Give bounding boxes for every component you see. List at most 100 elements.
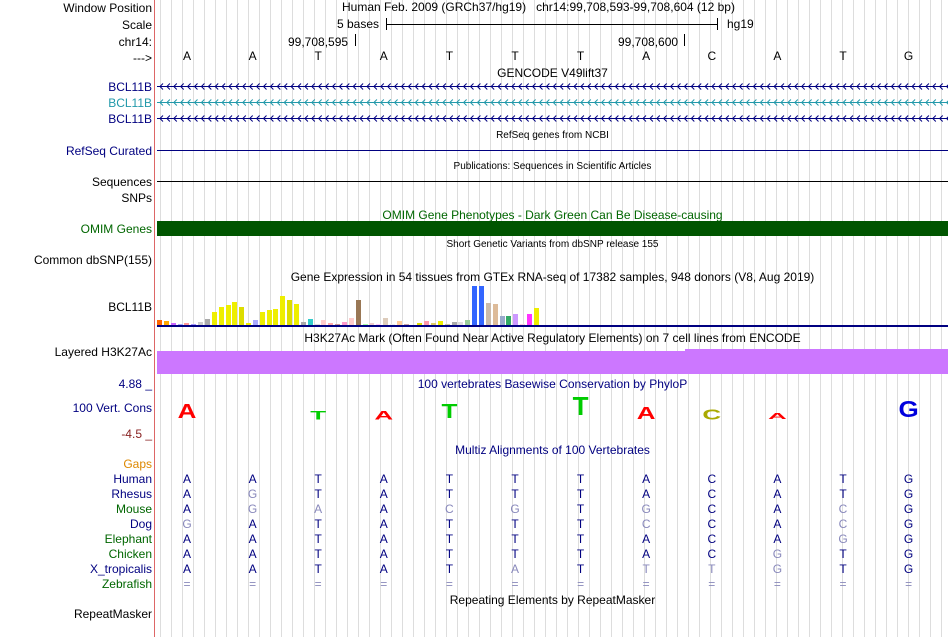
strand-chevron <box>856 115 861 122</box>
species-label[interactable]: Chicken <box>108 547 152 561</box>
species-label[interactable]: Zebrafish <box>101 577 152 591</box>
gencode-item-label-1[interactable]: BCL11B <box>108 80 152 94</box>
gtex-tissue-bar[interactable] <box>239 307 245 326</box>
ref-base: A <box>642 49 651 63</box>
gtex-tissue-bar[interactable] <box>225 305 231 326</box>
gtex-tissue-bar[interactable] <box>307 319 313 326</box>
gtex-tissue-bar[interactable] <box>184 323 190 326</box>
strand-chevron <box>490 115 495 122</box>
gtex-tissue-bar[interactable] <box>348 318 354 326</box>
alignment-base: A <box>379 502 388 516</box>
strand-chevron <box>380 99 385 106</box>
gtex-tissue-bar[interactable] <box>280 296 286 326</box>
strand-chevron <box>794 99 799 106</box>
gtex-tissue-bar[interactable] <box>232 302 238 326</box>
strand-chevron <box>366 83 371 90</box>
h3k27-signal[interactable] <box>157 351 948 374</box>
strand-chevron <box>207 99 212 106</box>
strand-chevron <box>731 99 737 106</box>
gtex-tissue-bar[interactable] <box>266 310 272 326</box>
strand-chevron <box>649 115 654 122</box>
gtex-tissue-bar[interactable] <box>163 321 169 326</box>
gtex-label[interactable]: BCL11B <box>108 300 152 314</box>
gtex-tissue-bar[interactable] <box>328 323 334 326</box>
gtex-tissue-bar[interactable] <box>451 322 457 326</box>
omim-feature-bar[interactable] <box>157 221 948 236</box>
gaps-label[interactable]: Gaps <box>123 457 152 471</box>
gtex-tissue-bar[interactable] <box>157 320 162 326</box>
strand-chevron <box>745 83 750 90</box>
species-label[interactable]: Dog <box>129 517 152 531</box>
species-label[interactable]: Elephant <box>104 532 152 546</box>
gtex-tissue-bar[interactable] <box>396 321 402 326</box>
refseq-gene-line[interactable] <box>157 150 948 151</box>
gtex-tissue-bar[interactable] <box>437 321 443 326</box>
strand-chevron <box>497 99 502 106</box>
gtex-tissue-bar[interactable] <box>383 318 389 326</box>
gencode-gene-1[interactable] <box>157 80 950 93</box>
gtex-bar-chart[interactable] <box>157 284 539 326</box>
gtex-tissue-bar[interactable] <box>246 323 252 326</box>
gtex-tissue-bar[interactable] <box>252 320 258 326</box>
gencode-item-label-2[interactable]: BCL11B <box>108 96 152 110</box>
gtex-tissue-bar[interactable] <box>198 322 204 326</box>
h3k27-label[interactable]: Layered H3K27Ac <box>54 345 152 359</box>
gtex-tissue-bar[interactable] <box>533 308 539 326</box>
gtex-tissue-bar[interactable] <box>431 323 436 326</box>
gtex-tissue-bar[interactable] <box>369 323 375 326</box>
pubs-snps-label[interactable]: SNPs <box>121 191 152 205</box>
gtex-tissue-bar[interactable] <box>273 309 279 326</box>
gencode-gene-2[interactable] <box>157 96 950 109</box>
gtex-tissue-bar[interactable] <box>472 286 478 326</box>
gtex-tissue-bar[interactable] <box>259 312 265 326</box>
refseq-label[interactable]: RefSeq Curated <box>65 144 152 158</box>
gtex-tissue-bar[interactable] <box>513 314 519 326</box>
gtex-tissue-bar[interactable] <box>506 316 512 326</box>
gtex-tissue-bar[interactable] <box>211 312 217 326</box>
alignment-base: A <box>510 562 519 576</box>
strand-chevron <box>462 99 467 106</box>
gtex-tissue-bar[interactable] <box>321 320 327 326</box>
gtex-tissue-bar[interactable] <box>355 300 361 326</box>
gtex-tissue-bar[interactable] <box>341 322 347 326</box>
strand-chevron <box>676 99 681 106</box>
species-label[interactable]: Mouse <box>115 502 152 516</box>
alignment-base: T <box>445 487 454 501</box>
alignment-base: = <box>905 577 913 591</box>
gtex-tissue-bar[interactable] <box>465 320 471 326</box>
strand-chevron <box>621 83 626 90</box>
repeat-label[interactable]: RepeatMasker <box>73 607 152 621</box>
species-label[interactable]: Rhesus <box>111 487 152 501</box>
gtex-tissue-bar[interactable] <box>300 322 306 326</box>
gtex-tissue-bar[interactable] <box>458 322 464 326</box>
alignment-base: G <box>182 517 192 531</box>
gtex-tissue-bar[interactable] <box>492 304 498 326</box>
alignment-base: T <box>314 517 322 531</box>
gtex-tissue-bar[interactable] <box>287 300 293 326</box>
gtex-tissue-bar[interactable] <box>218 307 224 326</box>
gtex-tissue-bar[interactable] <box>499 316 505 326</box>
gtex-tissue-bar[interactable] <box>526 314 532 326</box>
strand-chevron <box>193 115 198 122</box>
gtex-tissue-bar[interactable] <box>478 286 484 326</box>
gtex-tissue-bar[interactable] <box>204 319 210 326</box>
gtex-tissue-bar[interactable] <box>170 323 176 326</box>
strand-chevron <box>483 115 488 122</box>
species-label[interactable]: Human <box>113 472 152 486</box>
pubs-sequence-line[interactable] <box>157 181 948 182</box>
dbsnp-label[interactable]: Common dbSNP(155) <box>33 253 152 267</box>
phylop-label[interactable]: 100 Vert. Cons <box>72 401 152 415</box>
gtex-tissue-bar[interactable] <box>294 304 299 326</box>
grid-line <box>776 0 777 637</box>
pubs-sequences-label[interactable]: Sequences <box>91 175 152 189</box>
gtex-tissue-bar[interactable] <box>417 323 423 326</box>
gencode-gene-3[interactable] <box>157 112 950 125</box>
alignment-base: T <box>511 487 519 501</box>
strand-chevron <box>918 115 923 122</box>
omim-label[interactable]: OMIM Genes <box>80 222 152 236</box>
gtex-tissue-bar[interactable] <box>424 321 430 326</box>
gencode-item-label-3[interactable]: BCL11B <box>108 112 152 126</box>
gtex-tissue-bar[interactable] <box>485 303 491 326</box>
species-label[interactable]: X_tropicalis <box>89 562 152 576</box>
strand-chevron <box>428 115 433 122</box>
